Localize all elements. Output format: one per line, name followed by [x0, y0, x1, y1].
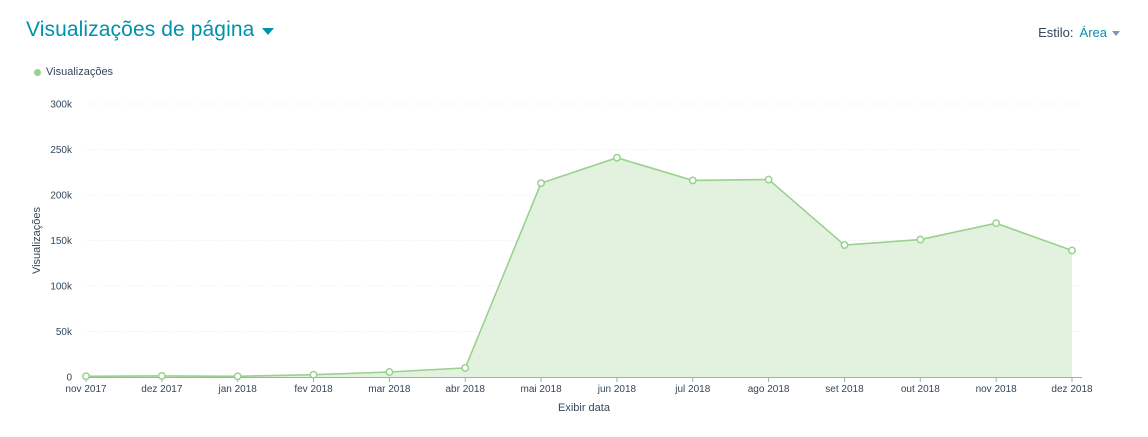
x-tick-label: dez 2017 — [141, 384, 183, 395]
legend-dot-icon — [34, 68, 41, 76]
y-tick-label: 200k — [50, 191, 73, 202]
style-selected-value: Área — [1079, 25, 1107, 40]
chart-header: Visualizações de página Estilo: Área — [0, 0, 1148, 60]
series-line — [85, 156, 1073, 378]
style-control: Estilo: Área — [1038, 25, 1120, 40]
y-axis-title: Visualizações — [31, 206, 43, 274]
x-tick-label: mar 2018 — [368, 384, 411, 395]
data-point[interactable] — [157, 371, 166, 380]
axes: nov 2017 dez 2017 jan 2018 fev 2018 mar 2018… — [65, 377, 1093, 395]
data-point[interactable] — [992, 219, 1001, 228]
y-tick-label: 150k — [50, 236, 73, 247]
x-tick-label: jan 2018 — [218, 384, 258, 395]
x-tick-label: fev 2018 — [294, 384, 333, 395]
x-tick-label: jul 2018 — [674, 384, 710, 395]
data-point[interactable] — [612, 153, 621, 162]
x-tick-label: abr 2018 — [445, 384, 485, 395]
data-point[interactable] — [233, 372, 242, 381]
y-tick-label: 250k — [50, 145, 73, 156]
y-tick-label: 300k — [50, 100, 73, 111]
report-title: Visualizações de página — [26, 18, 255, 41]
style-label: Estilo: — [1038, 25, 1074, 40]
area-fill — [86, 157, 1072, 377]
y-tick-label: 50k — [56, 327, 73, 338]
data-point[interactable] — [537, 179, 546, 188]
x-tick-label: set 2018 — [825, 384, 864, 395]
x-tick-label: jun 2018 — [597, 384, 637, 395]
x-tick-label: out 2018 — [901, 384, 940, 395]
x-tick-label: mai 2018 — [521, 384, 563, 395]
x-tick-label: dez 2018 — [1051, 384, 1093, 395]
legend-item-label[interactable]: Visualizações — [46, 66, 114, 78]
series-area — [85, 156, 1073, 378]
y-tick-label: 0 — [66, 373, 72, 384]
report-title-dropdown[interactable]: Visualizações de página — [26, 18, 275, 42]
data-point[interactable] — [309, 370, 318, 379]
x-tick-label: ago 2018 — [748, 384, 790, 395]
data-point[interactable] — [1068, 246, 1076, 255]
data-point[interactable] — [461, 363, 470, 372]
data-point[interactable] — [688, 176, 697, 185]
x-tick-label: nov 2018 — [976, 384, 1018, 395]
data-point[interactable] — [916, 235, 925, 244]
caret-down-icon — [262, 27, 275, 35]
data-point[interactable] — [764, 175, 773, 184]
data-point[interactable] — [82, 372, 90, 381]
caret-down-icon — [1112, 30, 1120, 36]
data-point[interactable] — [385, 368, 394, 376]
x-axis-title: Exibir data — [558, 402, 611, 414]
chart-legend: Visualizações — [34, 66, 113, 78]
y-tick-label: 100k — [50, 282, 73, 293]
x-tick-label: nov 2017 — [65, 384, 107, 395]
style-dropdown[interactable]: Área — [1080, 25, 1120, 40]
data-point[interactable] — [840, 241, 849, 250]
series-points — [82, 153, 1076, 381]
